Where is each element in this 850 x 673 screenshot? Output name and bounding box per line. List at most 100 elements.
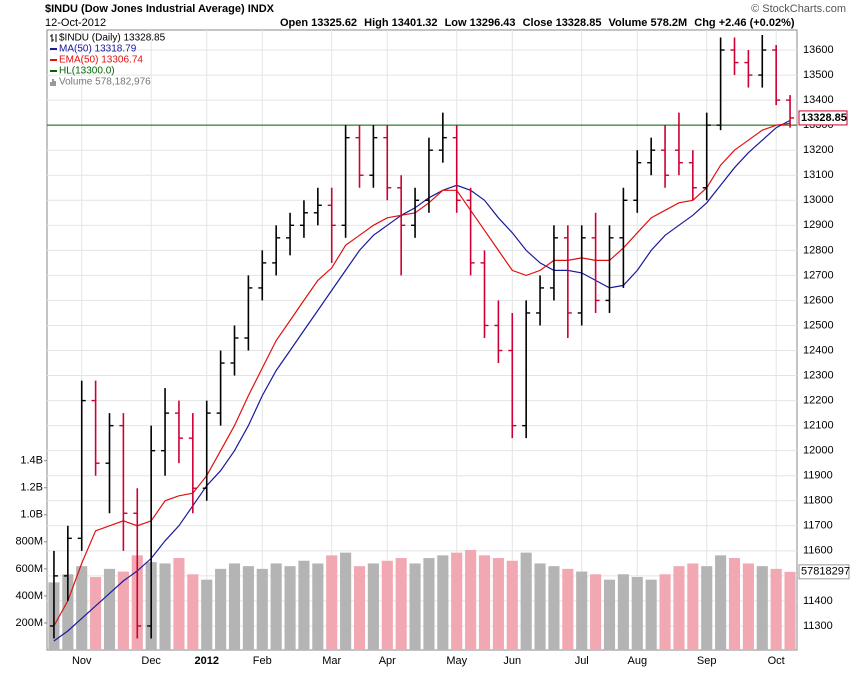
y2-tick-label: 600M bbox=[15, 563, 43, 575]
volume-bar bbox=[103, 568, 116, 650]
quote-item: High 13401.32 bbox=[364, 17, 437, 29]
volume-bar bbox=[326, 555, 338, 650]
volume-bar bbox=[645, 579, 657, 650]
x-tick-label: Dec bbox=[141, 655, 161, 667]
volume-bar bbox=[409, 563, 421, 650]
volume-bar bbox=[603, 579, 616, 650]
volume-bar bbox=[631, 576, 643, 650]
volume-bar bbox=[673, 566, 685, 650]
volume-bar bbox=[701, 566, 713, 650]
y-tick-label: 12400 bbox=[803, 344, 834, 356]
y-tick-label: 13100 bbox=[803, 169, 834, 181]
volume-bar bbox=[728, 558, 741, 650]
y-tick-label: 12300 bbox=[803, 369, 834, 381]
y-tick-label: 11600 bbox=[803, 545, 833, 557]
y-tick-label: 11800 bbox=[803, 495, 833, 507]
y-tick-label: 12100 bbox=[803, 420, 834, 432]
volume-bar bbox=[520, 552, 532, 650]
volume-bar bbox=[298, 560, 310, 650]
volume-bar bbox=[534, 563, 546, 650]
volume-bar bbox=[312, 563, 324, 650]
x-tick-label: Jun bbox=[503, 655, 521, 667]
y2-tick-label: 1.4B bbox=[20, 455, 43, 467]
last-price-box bbox=[798, 110, 848, 126]
y-tick-label: 11700 bbox=[803, 520, 833, 532]
x-tick-label: Feb bbox=[253, 655, 272, 667]
chart-date: 12-Oct-2012 bbox=[45, 17, 106, 29]
volume-bar bbox=[340, 552, 352, 650]
quote: Open 13325.62 High 13401.32 Low 13296.43… bbox=[280, 17, 795, 29]
y2-tick-label: 800M bbox=[15, 536, 43, 548]
y-tick-label: 12800 bbox=[803, 244, 834, 256]
volume-bar bbox=[590, 574, 602, 650]
y-tick-label: 11400 bbox=[803, 595, 833, 607]
volume-bar bbox=[173, 558, 185, 650]
y2-tick-label: 400M bbox=[15, 590, 43, 602]
volume-bar bbox=[90, 576, 102, 650]
ma-line bbox=[53, 119, 791, 642]
legend-label: $INDU (Daily) 13328.85 bbox=[59, 33, 166, 44]
volume-bar bbox=[201, 579, 213, 650]
ma-line bbox=[53, 122, 791, 627]
x-tick-label: May bbox=[446, 655, 467, 667]
quote-item: Volume 578.2M bbox=[609, 17, 688, 29]
volume-bar bbox=[256, 568, 268, 650]
volume-bar bbox=[284, 566, 296, 650]
volume-bar bbox=[228, 563, 241, 650]
quote-item: Open 13325.62 bbox=[280, 17, 357, 29]
last-volume-box bbox=[798, 564, 850, 580]
x-tick-label: Oct bbox=[768, 655, 785, 667]
y2-tick-label: 1.0B bbox=[20, 509, 43, 521]
chart-title: $INDU (Dow Jones Industrial Average) IND… bbox=[45, 3, 275, 15]
volume-bar bbox=[437, 555, 449, 650]
volume-bar bbox=[395, 558, 407, 650]
y-tick-label: 12900 bbox=[803, 219, 834, 231]
volume-bar bbox=[187, 574, 199, 650]
volume-bar bbox=[742, 563, 754, 650]
volume-bar bbox=[381, 560, 393, 650]
quote-item: Close 13328.85 bbox=[523, 17, 602, 29]
y-tick-label: 13500 bbox=[803, 69, 834, 81]
legend-swatch bbox=[50, 34, 57, 42]
x-tick-label: Aug bbox=[627, 655, 647, 667]
legend-swatch bbox=[50, 79, 56, 86]
volume-bar bbox=[451, 552, 463, 650]
volume-bar bbox=[423, 558, 435, 650]
volume-bar bbox=[617, 574, 629, 650]
x-tick-label: 2012 bbox=[194, 655, 218, 667]
volume-bar bbox=[76, 566, 88, 650]
volume-bar bbox=[784, 571, 796, 650]
volume-bar bbox=[492, 558, 504, 650]
x-tick-label: Mar bbox=[322, 655, 341, 667]
volume-bar bbox=[367, 563, 379, 650]
y-tick-label: 12700 bbox=[803, 269, 834, 281]
x-tick-label: Sep bbox=[697, 655, 717, 667]
volume-bar bbox=[117, 571, 129, 650]
y2-tick-label: 1.2B bbox=[20, 482, 43, 494]
plot-frame bbox=[46, 29, 798, 651]
quote-item: Low 13296.43 bbox=[445, 17, 516, 29]
volume-bar bbox=[62, 574, 74, 650]
volume-bar bbox=[478, 555, 491, 650]
y-tick-label: 12000 bbox=[803, 445, 834, 457]
y2-tick-label: 200M bbox=[15, 617, 43, 629]
volume-bar bbox=[659, 574, 671, 650]
y-tick-label: 12600 bbox=[803, 294, 834, 306]
volume-bar bbox=[770, 568, 782, 650]
volume-bar bbox=[159, 563, 171, 650]
x-tick-label: Nov bbox=[72, 655, 92, 667]
volume-bar bbox=[506, 560, 518, 650]
y-tick-label: 12500 bbox=[803, 319, 834, 331]
quote-item: Chg +2.46 (+0.02%) bbox=[694, 17, 795, 29]
y-tick-label: 13200 bbox=[803, 144, 834, 156]
x-tick-label: Apr bbox=[379, 655, 396, 667]
y-tick-label: 11900 bbox=[803, 470, 833, 482]
volume-bar bbox=[270, 563, 282, 650]
x-tick-label: Jul bbox=[575, 655, 589, 667]
volume-bar bbox=[756, 566, 768, 650]
volume-bar bbox=[576, 571, 588, 650]
volume-bar bbox=[353, 566, 366, 650]
last-volume: 57818297 bbox=[801, 566, 850, 578]
volume-bar bbox=[715, 555, 727, 650]
